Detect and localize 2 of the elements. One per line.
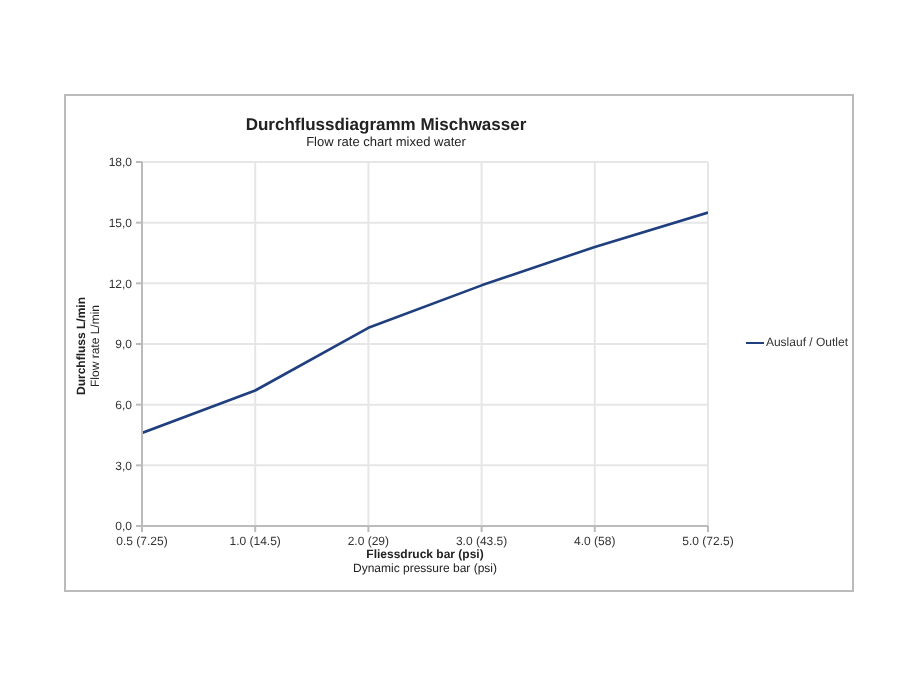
chart-title: Durchflussdiagramm Mischwasser (243, 114, 529, 134)
line-series (142, 211, 708, 435)
